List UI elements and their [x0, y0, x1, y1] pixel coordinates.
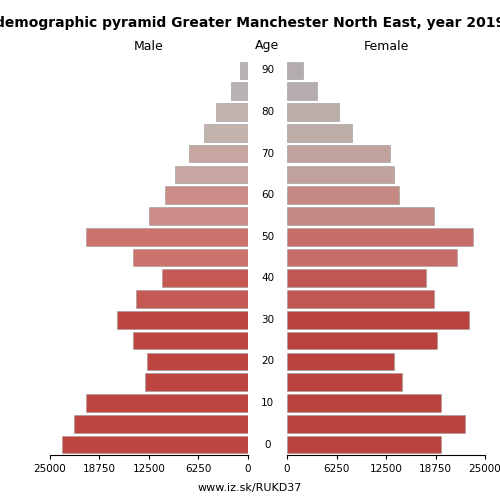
- Bar: [74, 415, 248, 432]
- Bar: [287, 62, 303, 79]
- Bar: [165, 186, 248, 204]
- Bar: [287, 166, 394, 183]
- Bar: [162, 270, 248, 287]
- Bar: [287, 352, 394, 370]
- Bar: [287, 228, 473, 246]
- Bar: [287, 374, 402, 391]
- Bar: [145, 374, 248, 391]
- Bar: [287, 207, 434, 225]
- Text: 80: 80: [261, 107, 274, 117]
- Bar: [287, 415, 465, 432]
- Bar: [287, 248, 458, 266]
- Bar: [287, 270, 426, 287]
- Text: 30: 30: [261, 315, 274, 325]
- Bar: [175, 166, 248, 183]
- Bar: [287, 124, 352, 142]
- Text: 50: 50: [261, 232, 274, 241]
- Bar: [146, 352, 248, 370]
- Bar: [287, 186, 400, 204]
- Bar: [133, 332, 248, 349]
- Bar: [62, 436, 248, 454]
- Bar: [240, 62, 248, 79]
- Text: demographic pyramid Greater Manchester North East, year 2019: demographic pyramid Greater Manchester N…: [0, 16, 500, 30]
- Text: 40: 40: [261, 274, 274, 283]
- Bar: [287, 436, 442, 454]
- Text: 90: 90: [261, 66, 274, 76]
- Text: Age: Age: [256, 40, 280, 52]
- Bar: [216, 103, 248, 121]
- Bar: [232, 82, 248, 100]
- Bar: [86, 394, 248, 412]
- Bar: [287, 103, 339, 121]
- Bar: [118, 311, 248, 328]
- Bar: [133, 248, 248, 266]
- Bar: [149, 207, 248, 225]
- Text: 20: 20: [261, 356, 274, 366]
- Bar: [287, 82, 317, 100]
- Text: www.iz.sk/RUKD37: www.iz.sk/RUKD37: [198, 482, 302, 492]
- Text: 60: 60: [261, 190, 274, 200]
- Text: 0: 0: [264, 440, 271, 450]
- Bar: [188, 144, 248, 162]
- Bar: [86, 228, 248, 246]
- Bar: [204, 124, 248, 142]
- Bar: [287, 394, 442, 412]
- Text: Female: Female: [364, 40, 408, 52]
- Text: 10: 10: [261, 398, 274, 408]
- Bar: [136, 290, 248, 308]
- Bar: [287, 290, 434, 308]
- Bar: [287, 332, 438, 349]
- Text: Male: Male: [134, 40, 164, 52]
- Text: 70: 70: [261, 148, 274, 158]
- Bar: [287, 144, 390, 162]
- Bar: [287, 311, 469, 328]
